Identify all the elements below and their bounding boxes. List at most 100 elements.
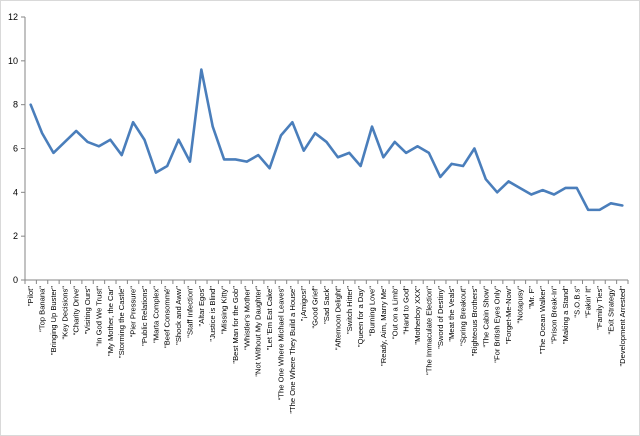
x-tick-label: "Notapusy" [515,286,524,324]
data-point [29,103,32,106]
x-tick-label: "Key Decisions" [60,286,69,340]
x-tick-label: "Marta Complex" [151,286,160,343]
data-point [63,140,66,143]
data-point [234,158,237,161]
data-point [86,140,89,143]
x-tick-label: "Switch Hitter" [345,286,354,334]
data-point [405,151,408,154]
x-tick-label: "Ready, Aim, Marry Me" [379,286,388,366]
data-point [382,156,385,159]
x-tick-label: "Mr. F" [527,286,536,309]
data-point [120,154,123,157]
x-tick-label: "Righteous Brothers" [470,286,479,357]
x-axis: "Pilot" "Top Banana" "Bringing Up Buster" "… [24,279,629,414]
data-point [609,202,612,205]
x-tick-label: "Staff Infection" [185,286,194,338]
data-point [507,180,510,183]
x-tick-label: "Sword of Destiny" [436,286,445,349]
x-tick-label: "Storming the Castle" [117,286,126,358]
series-layer [29,68,624,212]
data-point [359,165,362,168]
data-point [41,132,44,135]
x-tick-label: "Development Arrested" [618,286,627,367]
x-tick-label: "Let 'Em Eat Cake" [265,286,274,351]
data-point [291,121,294,124]
data-point [200,68,203,71]
x-tick-label: "My Mother, the Car" [106,286,115,356]
x-tick-label: "Pier Pressure" [129,286,138,338]
y-tick-label: 4 [13,187,18,197]
data-point [575,186,578,189]
data-point [257,154,260,157]
x-tick-label: "Best Man for the Gob" [231,286,240,364]
series-line [29,68,624,212]
x-tick-label: "Missing Kitty" [220,286,229,334]
data-point [211,125,214,128]
x-tick-label: "In God We Trust" [94,286,103,347]
data-point [245,160,248,163]
data-point [393,140,396,143]
data-point [154,171,157,174]
data-point [462,165,465,168]
x-tick-label: "Public Relations" [140,286,149,346]
x-tick-label: "Motherboy XXX" [413,286,422,345]
data-point [541,189,544,192]
data-point [553,193,556,196]
data-point [587,208,590,211]
data-point [496,191,499,194]
x-tick-label: "Pilot" [26,286,35,306]
y-tick-label: 8 [13,100,18,110]
x-tick-label: "Hand to God" [402,286,411,335]
data-point [518,186,521,189]
data-point [427,151,430,154]
y-axis: 0 2 4 6 8 10 12 [8,12,26,285]
x-tick-label: "For British Eyes Only" [493,286,502,363]
data-point [166,165,169,168]
x-tick-label: "¡Amigos!" [299,286,308,322]
data-point [268,167,271,170]
data-point [132,121,135,124]
data-point [109,138,112,141]
x-tick-label: "S.O.B.s" [572,286,581,318]
data-point [223,158,226,161]
data-point [564,186,567,189]
x-tick-label: "The Ocean Walker" [538,286,547,355]
x-tick-label: "The One Where They Build a House" [288,286,297,414]
x-tick-label: "Family Ties" [595,286,604,330]
x-tick-label: "Making a Stand" [561,286,570,344]
data-point [177,138,180,141]
x-tick-label: "Exit Strategy" [606,286,615,335]
x-tick-label: "Meat the Veals" [447,286,456,342]
x-tick-label: "The Cabin Show" [481,286,490,348]
x-tick-label: "Prison Break-In" [550,286,559,344]
x-tick-label: "Bringing Up Buster" [49,286,58,355]
data-point [188,160,191,163]
x-tick-label: "Not Without My Daughter" [254,286,263,377]
x-tick-label: "The Immaculate Election" [424,286,433,375]
x-tick-label: "Out on a Limb" [390,286,399,339]
x-tick-label: "Justice is Blind" [208,286,217,342]
x-tick-label: "Queen for a Day" [356,286,365,347]
x-tick-label: "Shock and Aww" [174,286,183,345]
data-point [348,151,351,154]
x-tick-label: "Forget-Me-Now" [504,286,513,344]
data-point [302,149,305,152]
y-tick-label: 0 [13,275,18,285]
data-point [75,129,78,132]
data-point [371,125,374,128]
data-point [336,156,339,159]
x-tick-label: "Spring Breakout" [459,286,468,346]
x-tick-label: "Fakin' It" [584,286,593,318]
y-tick-label: 6 [13,144,18,154]
x-tick-label: "Visiting Ours" [83,286,92,335]
data-point [484,178,487,181]
x-tick-label: "Altar Egos" [197,286,206,327]
data-point [143,138,146,141]
y-tick-label: 10 [8,56,18,66]
y-tick-label: 12 [8,12,18,22]
x-tick-label: "Top Banana" [38,286,47,332]
data-point [598,208,601,211]
data-point [314,132,317,135]
